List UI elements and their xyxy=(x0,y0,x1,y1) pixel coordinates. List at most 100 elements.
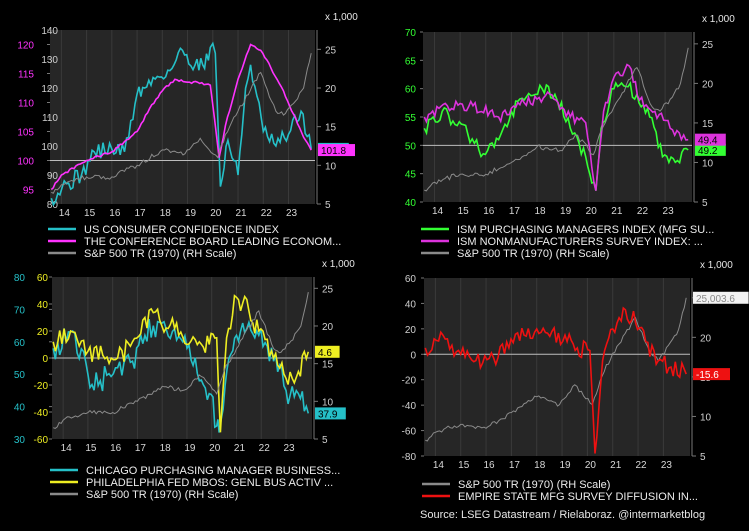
y-tick-label: 20 xyxy=(325,84,337,95)
legend-label: PHILADELPHIA FED MBOS: GENL BUS ACTIV ..… xyxy=(86,477,333,489)
x-tick-label: 16 xyxy=(110,443,122,454)
y-tick-label: 100 xyxy=(41,142,58,153)
axis-multiplier: x 1,000 xyxy=(322,259,355,270)
y-tick-label: 40 xyxy=(37,300,49,311)
y-tick-label: 100 xyxy=(17,157,34,168)
legend-item: ISM PURCHASING MANAGERS INDEX (MFG SU... xyxy=(421,224,714,236)
legend-label: THE CONFERENCE BOARD LEADING ECONOM... xyxy=(84,236,341,248)
y-tick-label: 40 xyxy=(405,198,417,209)
y-tick-label: 20 xyxy=(37,327,49,338)
x-tick-label: 21 xyxy=(611,206,623,217)
x-tick-label: 23 xyxy=(661,460,673,471)
legend-label: S&P 500 TR (1970) (RH Scale) xyxy=(84,248,236,260)
y-tick-label: 110 xyxy=(42,113,58,124)
series-line xyxy=(423,80,689,191)
x-tick-label: 20 xyxy=(209,443,221,454)
x-tick-label: 20 xyxy=(586,206,598,217)
series-line xyxy=(424,306,687,454)
x-tick-label: 15 xyxy=(84,208,96,219)
last-value-label: 25,003.6 xyxy=(696,294,735,305)
last-value-label: -15.6 xyxy=(696,370,719,381)
last-value-box xyxy=(693,291,749,304)
x-tick-label: 18 xyxy=(160,443,172,454)
y-tick-label: 25 xyxy=(702,40,714,51)
last-value-tag: 25,003.6 xyxy=(693,291,749,305)
x-tick-label: 23 xyxy=(663,206,675,217)
last-value-box xyxy=(315,407,346,420)
x-tick-label: 17 xyxy=(135,443,147,454)
y-tick-label: 120 xyxy=(17,41,34,52)
legend-item: ISM NONMANUFACTURERS SURVEY INDEX: ... xyxy=(421,236,703,248)
y-tick-label: 60 xyxy=(405,274,417,285)
plot-area xyxy=(424,278,690,456)
y-tick-label: 50 xyxy=(14,370,26,381)
legend-item: EMPIRE STATE MFG SURVEY DIFFUSION IN... xyxy=(422,491,698,503)
y-tick-label: 25 xyxy=(322,284,334,295)
legend-label: ISM PURCHASING MANAGERS INDEX (MFG SU... xyxy=(457,224,714,236)
legend-item: PHILADELPHIA FED MBOS: GENL BUS ACTIV ..… xyxy=(50,477,333,489)
y-tick-label: 25 xyxy=(325,45,337,56)
y-tick-label: -60 xyxy=(402,427,417,438)
x-tick-label: 18 xyxy=(534,206,546,217)
x-tick-label: 21 xyxy=(234,443,246,454)
series-line xyxy=(425,297,687,442)
y-tick-label: 5 xyxy=(322,435,328,446)
y-tick-label: -20 xyxy=(34,381,49,392)
x-tick-label: 22 xyxy=(261,208,273,219)
y-tick-label: -60 xyxy=(34,435,49,446)
x-tick-label: 19 xyxy=(185,208,197,219)
y-tick-label: 95 xyxy=(23,186,35,197)
x-tick-label: 22 xyxy=(636,460,648,471)
y-tick-label: 65 xyxy=(405,56,417,67)
y-tick-label: 5 xyxy=(325,200,331,211)
x-tick-label: 15 xyxy=(458,460,470,471)
y-tick-label: 15 xyxy=(702,119,714,130)
legend-item: S&P 500 TR (1970) (RH Scale) xyxy=(48,248,236,260)
y-tick-label: 20 xyxy=(322,322,334,333)
chart-panel-3: 14 15 16 17 18 19 20 21 22 23304050607080-60-40-2… xyxy=(14,259,355,501)
last-value-tag: 4.6 xyxy=(315,345,340,359)
y-tick-label: 20 xyxy=(405,325,417,336)
x-tick-label: 15 xyxy=(85,443,97,454)
legend-label: EMPIRE STATE MFG SURVEY DIFFUSION IN... xyxy=(458,491,698,503)
series-line xyxy=(53,292,309,429)
y-tick-label: 90 xyxy=(47,171,59,182)
plot-area xyxy=(423,32,692,202)
source-note: Source: LSEG Datastream / Rielaboraz. @i… xyxy=(420,509,706,521)
y-tick-label: 55 xyxy=(405,113,417,124)
y-tick-label: 10 xyxy=(700,412,712,423)
x-tick-label: 23 xyxy=(286,208,298,219)
y-tick-label: 60 xyxy=(14,338,26,349)
y-tick-label: -40 xyxy=(34,408,49,419)
x-tick-label: 14 xyxy=(432,206,444,217)
x-tick-label: 14 xyxy=(61,443,73,454)
y-tick-label: 140 xyxy=(41,26,58,37)
last-value-label: 37.9 xyxy=(318,409,338,420)
x-tick-label: 21 xyxy=(610,460,622,471)
y-tick-label: 70 xyxy=(405,28,417,39)
y-tick-label: 70 xyxy=(14,305,26,316)
x-tick-label: 18 xyxy=(160,208,172,219)
x-tick-label: 15 xyxy=(458,206,470,217)
last-value-tag: 49.4 xyxy=(695,133,726,147)
x-tick-label: 23 xyxy=(283,443,295,454)
x-tick-label: 16 xyxy=(484,460,496,471)
y-tick-label: 80 xyxy=(14,273,26,284)
series-line xyxy=(52,319,310,433)
y-tick-label: 115 xyxy=(18,70,34,81)
y-tick-label: -20 xyxy=(402,376,417,387)
y-tick-label: 5 xyxy=(700,452,706,463)
x-tick-label: 21 xyxy=(235,208,247,219)
axis-multiplier: x 1,000 xyxy=(700,260,733,271)
y-tick-label: 0 xyxy=(410,350,416,361)
y-tick-label: 20 xyxy=(700,333,712,344)
y-tick-label: 45 xyxy=(405,170,417,181)
x-tick-label: 18 xyxy=(534,460,546,471)
legend-label: S&P 500 TR (1970) (RH Scale) xyxy=(86,489,238,501)
x-tick-label: 19 xyxy=(560,206,572,217)
last-value-label: 101.8 xyxy=(321,146,346,157)
y-tick-label: 10 xyxy=(325,161,337,172)
last-value-box xyxy=(695,133,726,146)
last-value-tag: 101.8 xyxy=(318,144,355,157)
last-value-tag: 37.9 xyxy=(315,407,346,420)
